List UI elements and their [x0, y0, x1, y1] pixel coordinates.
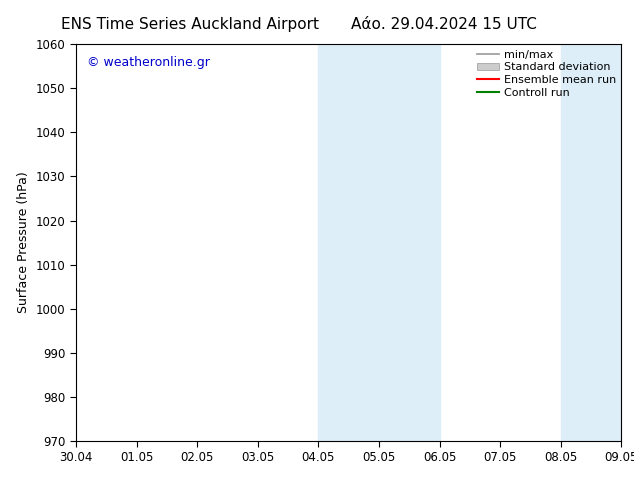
Legend: min/max, Standard deviation, Ensemble mean run, Controll run: min/max, Standard deviation, Ensemble me…	[475, 48, 618, 100]
Y-axis label: Surface Pressure (hPa): Surface Pressure (hPa)	[17, 172, 30, 314]
Bar	[560, 44, 621, 441]
Text: © weatheronline.gr: © weatheronline.gr	[87, 56, 210, 69]
Bar	[318, 44, 439, 441]
Text: Αάο. 29.04.2024 15 UTC: Αάο. 29.04.2024 15 UTC	[351, 17, 537, 32]
Text: ENS Time Series Auckland Airport: ENS Time Series Auckland Airport	[61, 17, 319, 32]
